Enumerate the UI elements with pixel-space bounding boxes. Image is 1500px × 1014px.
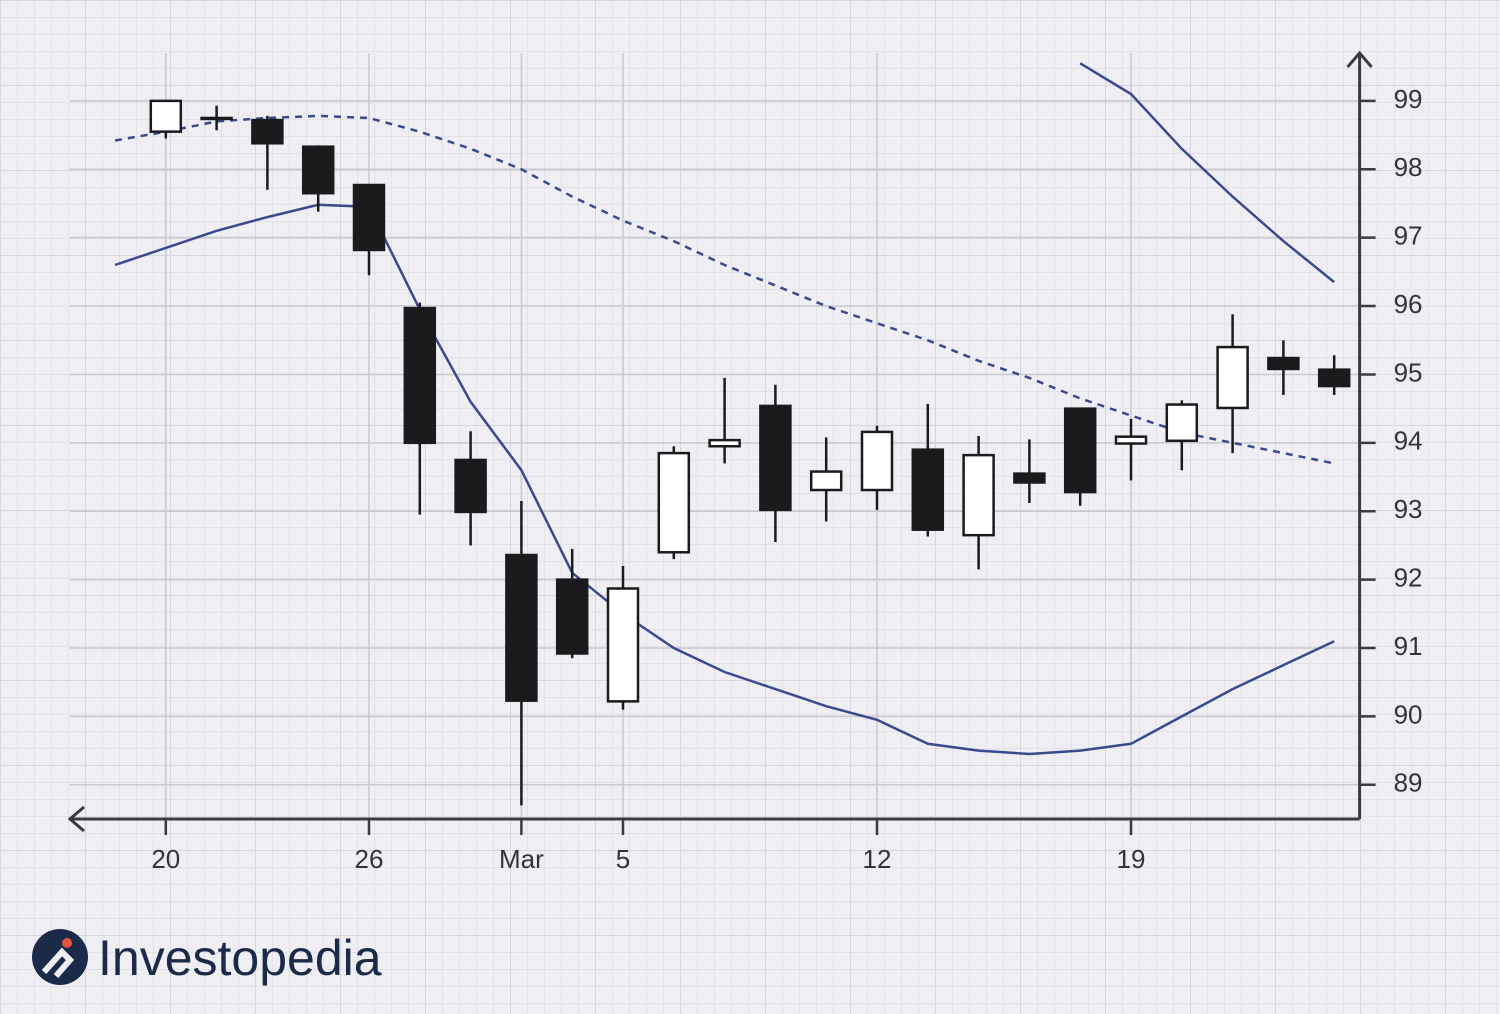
y-tick-label: 98 [1394, 152, 1423, 182]
candle [606, 565, 640, 710]
candle-body [657, 451, 691, 554]
x-tick-label: 5 [616, 844, 630, 874]
candle [1165, 400, 1199, 471]
candle [911, 403, 945, 537]
candle [200, 105, 233, 131]
candle [251, 115, 284, 190]
candle-body [555, 578, 589, 655]
candle [962, 436, 995, 570]
candle [1114, 418, 1148, 481]
candle [555, 548, 589, 659]
candle-body [301, 145, 335, 195]
candle [1216, 314, 1249, 454]
y-tick-label: 99 [1394, 84, 1423, 114]
candle [505, 500, 538, 806]
candle [352, 183, 386, 276]
candle-body [759, 404, 792, 512]
candle [1063, 407, 1097, 506]
candle [454, 431, 487, 546]
candle-body [606, 587, 640, 703]
y-tick-label: 95 [1394, 357, 1423, 387]
candle-body [860, 430, 894, 492]
y-tick-label: 94 [1394, 426, 1423, 456]
x-tick-label: 12 [863, 844, 892, 874]
candle-body [962, 453, 995, 537]
logo-icon-dot [62, 938, 72, 948]
candle [1013, 439, 1046, 504]
candle-body [708, 438, 741, 448]
candle-body [1013, 472, 1046, 484]
candle [1317, 355, 1351, 395]
x-tick-label: 19 [1117, 844, 1146, 874]
overlay-line [114, 203, 1335, 756]
y-tick-label: 93 [1394, 494, 1423, 524]
candle-body [403, 306, 437, 445]
candle-body [1317, 368, 1351, 388]
candle-body [200, 116, 233, 121]
candle [708, 377, 741, 464]
candle-body [809, 470, 843, 492]
candle-body [1267, 356, 1300, 371]
y-tick-label: 91 [1394, 631, 1423, 661]
candle [809, 437, 843, 522]
overlay-line [114, 114, 1335, 465]
x-tick-label: Mar [499, 844, 544, 874]
y-tick-label: 97 [1394, 221, 1423, 251]
candle [301, 145, 335, 212]
candle-body [1216, 345, 1249, 410]
logo-text: Investopedia [98, 930, 382, 986]
candle [657, 446, 691, 560]
y-tick-label: 92 [1394, 563, 1423, 593]
candle-body [1063, 407, 1097, 494]
logo: Investopedia [32, 929, 382, 986]
overlay-line [1079, 62, 1335, 284]
y-axis [1346, 50, 1373, 819]
candle-body [454, 458, 487, 514]
y-tick-label: 89 [1394, 768, 1423, 798]
x-tick-label: 20 [151, 844, 180, 874]
candle [149, 99, 183, 139]
candle-body [149, 99, 183, 133]
y-tick-label: 90 [1394, 699, 1423, 729]
x-tick-label: 26 [355, 844, 384, 874]
x-axis [67, 805, 1360, 833]
candle-body [1114, 435, 1148, 445]
candle [860, 425, 894, 510]
candle-body [352, 183, 386, 252]
candle-body [1165, 403, 1199, 443]
candle-body [911, 448, 945, 531]
candle-body [251, 118, 284, 145]
candle [403, 302, 437, 515]
candle [759, 384, 792, 543]
candle-body [505, 553, 538, 702]
y-tick-label: 96 [1394, 289, 1423, 319]
logo-icon-mark [41, 947, 75, 978]
candle [1267, 340, 1300, 395]
